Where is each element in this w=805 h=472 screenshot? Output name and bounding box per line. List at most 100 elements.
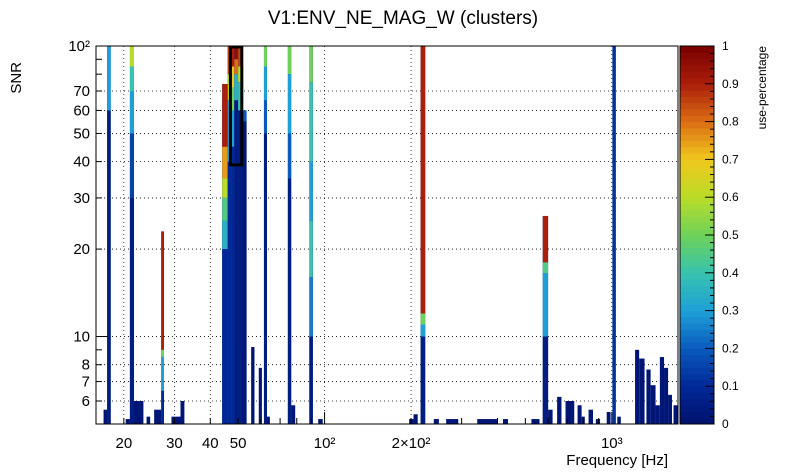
heatmap-cell: [413, 414, 418, 424]
colorbar-tick-label: 0: [722, 417, 729, 431]
colorbar-band: [680, 197, 714, 204]
cluster-outline: [228, 45, 244, 167]
heatmap-cell: [565, 400, 575, 424]
heatmap-cell: [258, 367, 262, 424]
heatmap-cell: [234, 59, 239, 75]
heatmap-cell: [655, 405, 660, 424]
colorbar-band: [680, 216, 714, 223]
y-tick-label: 10²: [68, 38, 90, 55]
y-tick-label: 40: [73, 154, 90, 171]
heatmap-cell: [134, 400, 144, 424]
heatmap-cell: [129, 46, 135, 67]
colorbar-band: [680, 222, 714, 230]
heatmap-cell: [595, 419, 601, 424]
y-tick-label: 50: [73, 125, 90, 142]
colorbar-band: [680, 134, 714, 141]
y-tick-label: 10: [73, 329, 90, 346]
colorbar-band: [680, 90, 714, 97]
heatmap-cell: [420, 336, 426, 424]
heatmap-cell: [309, 161, 313, 221]
heatmap-cell: [309, 82, 313, 162]
heatmap-cell: [107, 110, 111, 424]
colorbar-band: [680, 354, 714, 362]
colorbar-band: [680, 115, 714, 123]
heatmap-cell: [577, 405, 582, 424]
colorbar-band: [680, 159, 714, 167]
colorbar-tick-label: 0.5: [722, 228, 739, 242]
colorbar-band: [680, 310, 714, 318]
heatmap-cell: [646, 369, 651, 424]
colorbar-band: [680, 266, 714, 274]
colorbar-band: [680, 272, 714, 280]
heatmap-cell: [234, 100, 239, 425]
heatmap-cell: [318, 419, 323, 424]
colorbar-band: [680, 64, 714, 72]
colorbar-band: [680, 58, 714, 66]
heatmap-cell: [287, 133, 292, 179]
colorbar-tick-label: 0.6: [722, 190, 739, 204]
heatmap-cell: [161, 231, 165, 350]
heatmap-cell: [129, 66, 135, 92]
colorbar-band: [680, 178, 714, 186]
heatmap-cell: [263, 66, 267, 101]
x-tick-label: 10³: [601, 435, 623, 452]
heatmap-cell: [263, 46, 267, 67]
colorbar-band: [680, 184, 714, 192]
heatmap-cell: [542, 336, 549, 424]
colorbar-band: [680, 323, 714, 330]
heatmap-cell: [664, 367, 669, 424]
heatmap-cell: [238, 110, 242, 424]
colorbar-band: [680, 247, 714, 255]
y-tick-label: 20: [73, 241, 90, 258]
colorbar-band: [680, 392, 714, 400]
heatmap-cell: [612, 46, 616, 424]
heatmap-cell: [125, 419, 130, 424]
heatmap-cell: [548, 409, 553, 424]
x-axis: 20 30 40 50 10² 2×10² 10³: [115, 412, 623, 452]
colorbar-band: [680, 335, 714, 343]
colorbar-band: [680, 411, 714, 419]
x-tick-label: 50: [230, 435, 247, 452]
heatmap-cell: [241, 121, 247, 424]
y-axis-label: SNR: [8, 62, 25, 94]
colorbar: 0 0.1 0.2 0.3 0.4 0.5 0.6 0.7 0.8 0.9 1: [679, 39, 739, 431]
heatmap-cell: [161, 357, 165, 391]
colorbar-band: [680, 121, 714, 129]
x-tick-label: 20: [115, 435, 132, 452]
cluster-outlines: [228, 45, 244, 167]
colorbar-band: [680, 298, 714, 305]
plot-background: [96, 46, 678, 424]
heatmap-cell: [161, 349, 165, 358]
heatmap-cell: [222, 178, 228, 198]
heatmap-cell: [231, 87, 235, 111]
heatmap-cell: [542, 273, 549, 337]
colorbar-band: [680, 172, 714, 179]
plot-area: [96, 46, 678, 424]
colorbar-band: [680, 342, 714, 349]
colorbar-band: [680, 102, 714, 110]
chart-title: V1:ENV_NE_MAG_W (clusters): [268, 8, 538, 29]
colorbar-tick-label: 0.2: [722, 341, 739, 355]
heatmap-cell: [146, 416, 151, 424]
heatmap-cell: [266, 416, 270, 424]
colorbar-band: [680, 241, 714, 249]
heatmap-cell: [531, 419, 540, 424]
colorbar-band: [680, 291, 714, 299]
x-tick-label: 40: [202, 435, 219, 452]
heatmap-cell: [180, 400, 185, 424]
heatmap-cell: [477, 419, 498, 424]
heatmap-cell: [231, 146, 235, 424]
colorbar-band: [680, 367, 714, 375]
colorbar-band: [680, 285, 714, 293]
heatmap-cell: [542, 215, 549, 263]
heatmap-cell: [251, 347, 255, 424]
colorbar-band: [680, 71, 714, 78]
heatmap-cell: [291, 405, 296, 424]
heatmap-cell: [227, 161, 232, 424]
heatmap-cell: [581, 416, 585, 424]
heatmap-cell: [234, 46, 239, 60]
colorbar-band: [680, 373, 714, 381]
colorbar-tick-label: 0.7: [722, 152, 739, 166]
colorbar-band: [680, 146, 714, 154]
heatmap-cell: [309, 220, 313, 278]
